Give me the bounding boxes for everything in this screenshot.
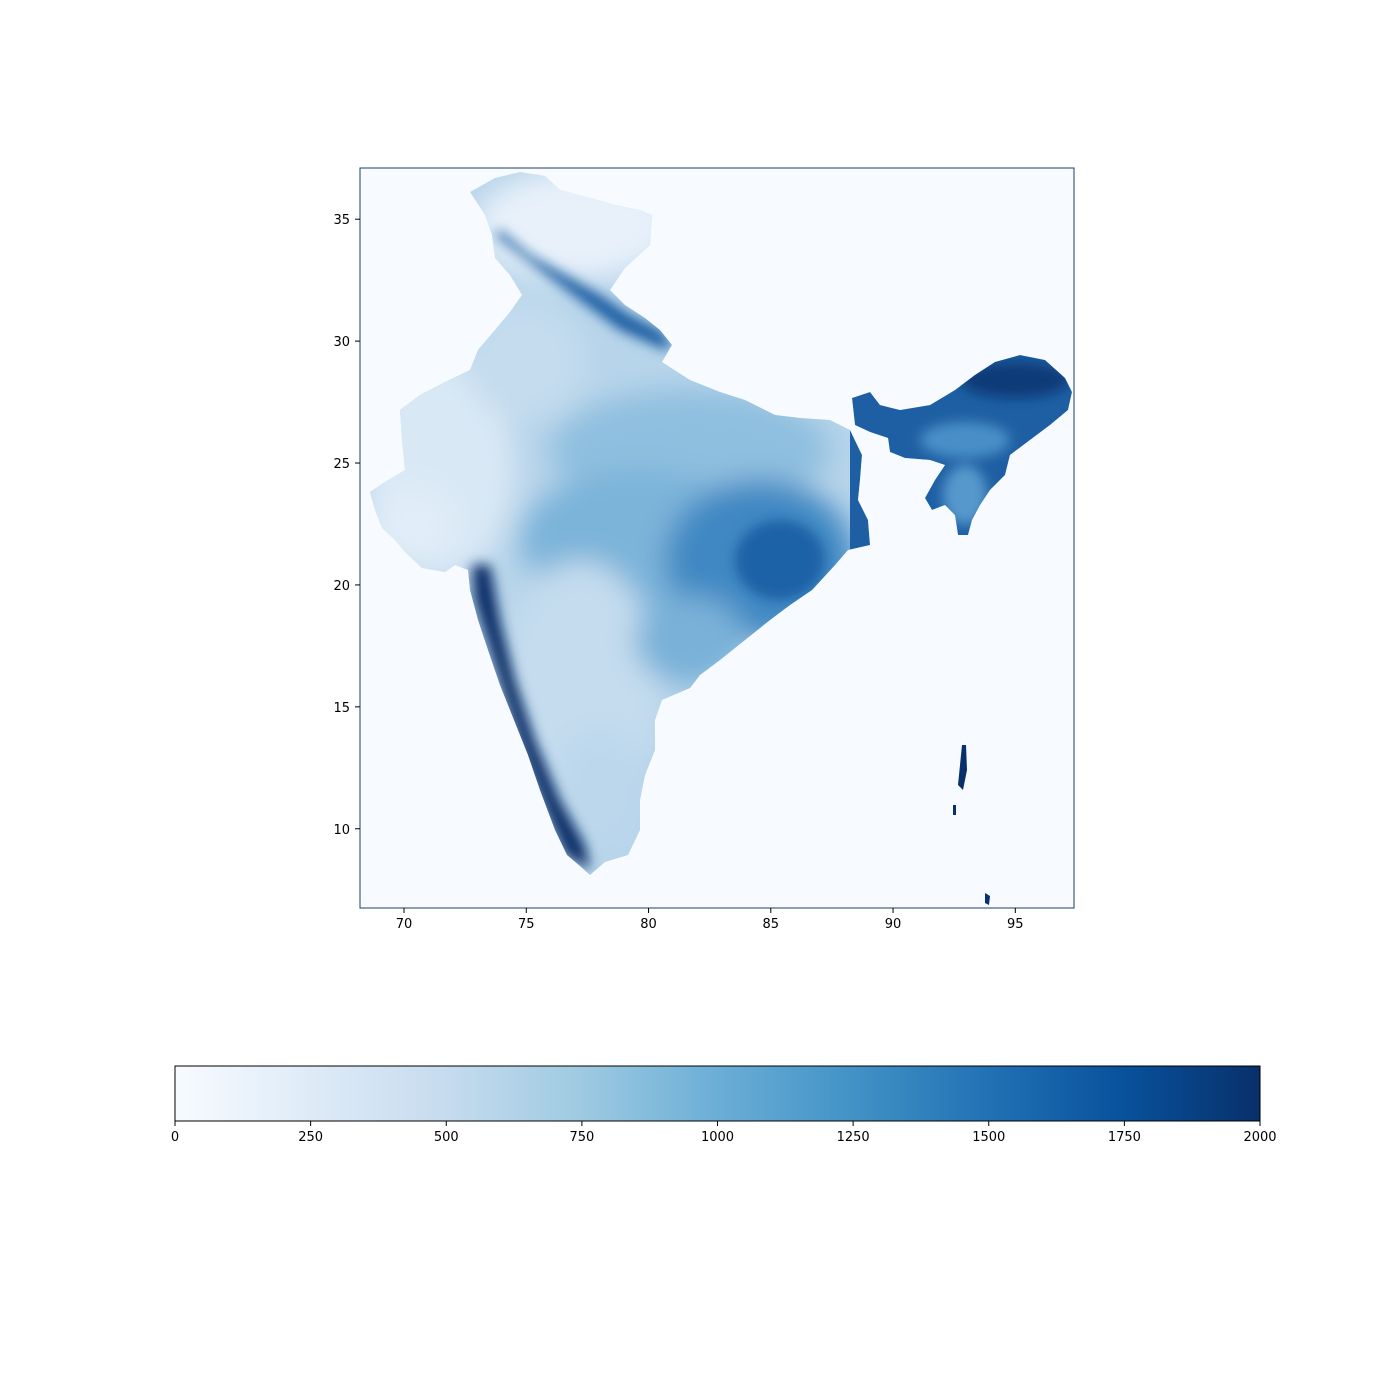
colorbar [174, 1065, 1261, 1122]
colorbar-ticks: 0 250 500 750 1000 1250 1500 1750 2000 [171, 1121, 1277, 1145]
y-tick-label: 25 [333, 457, 350, 472]
ne-valley [920, 422, 1010, 458]
colorbar-tick-label: 0 [171, 1130, 179, 1145]
colorbar-tick-label: 750 [569, 1130, 594, 1145]
colorbar-tick-label: 2000 [1243, 1130, 1276, 1145]
x-tick-label: 85 [763, 917, 780, 932]
x-tick-label: 80 [640, 917, 657, 932]
punjab-region [465, 300, 585, 420]
colorbar-tick-label: 1500 [972, 1130, 1005, 1145]
y-tick-label: 15 [333, 701, 350, 716]
andaman-island-2 [953, 805, 956, 815]
y-axis-ticks: 10 15 20 25 30 35 [333, 213, 360, 838]
axes-frame [359, 167, 1075, 909]
colorbar-tick-label: 1250 [837, 1130, 870, 1145]
colorbar-tick-label: 250 [298, 1130, 323, 1145]
x-tick-label: 75 [518, 917, 535, 932]
himalaya-band [495, 230, 672, 350]
colorbar-tick-label: 1000 [701, 1130, 734, 1145]
x-tick-label: 90 [885, 917, 902, 932]
south-interior-region [555, 730, 645, 850]
y-tick-label: 20 [333, 579, 350, 594]
andaman-island-1 [958, 745, 967, 790]
colorbar-tick-label: 1750 [1108, 1130, 1141, 1145]
x-tick-label: 70 [396, 917, 413, 932]
ne-ridge [960, 362, 1070, 398]
andaman-islands [953, 745, 990, 905]
nicobar-island [985, 893, 990, 905]
y-tick-label: 10 [333, 823, 350, 838]
western-ghats-band [472, 565, 590, 870]
odisha-core [735, 520, 825, 600]
y-tick-label: 35 [333, 213, 350, 228]
colorbar-tick-label: 500 [434, 1130, 459, 1145]
x-axis-ticks: 70 75 80 85 90 95 [396, 908, 1024, 932]
ne-hills [943, 465, 987, 525]
x-tick-label: 95 [1007, 917, 1024, 932]
y-tick-label: 30 [333, 335, 350, 350]
